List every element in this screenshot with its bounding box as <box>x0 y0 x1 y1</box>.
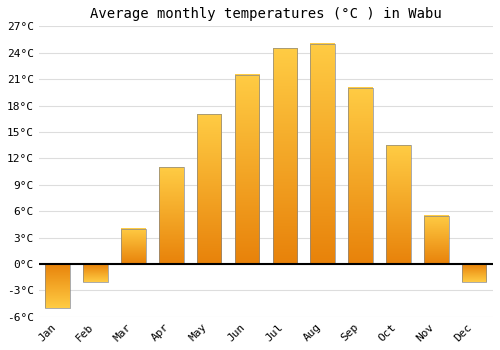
Bar <box>197 114 222 264</box>
Bar <box>310 44 335 264</box>
Bar <box>424 216 448 264</box>
Bar <box>272 48 297 264</box>
Bar <box>462 264 486 282</box>
Bar <box>159 167 184 264</box>
Title: Average monthly temperatures (°C ) in Wabu: Average monthly temperatures (°C ) in Wa… <box>90 7 442 21</box>
Bar <box>386 145 410 264</box>
Bar <box>234 75 260 264</box>
Bar <box>84 264 108 282</box>
Bar <box>46 264 70 308</box>
Bar <box>121 229 146 264</box>
Bar <box>348 88 373 264</box>
